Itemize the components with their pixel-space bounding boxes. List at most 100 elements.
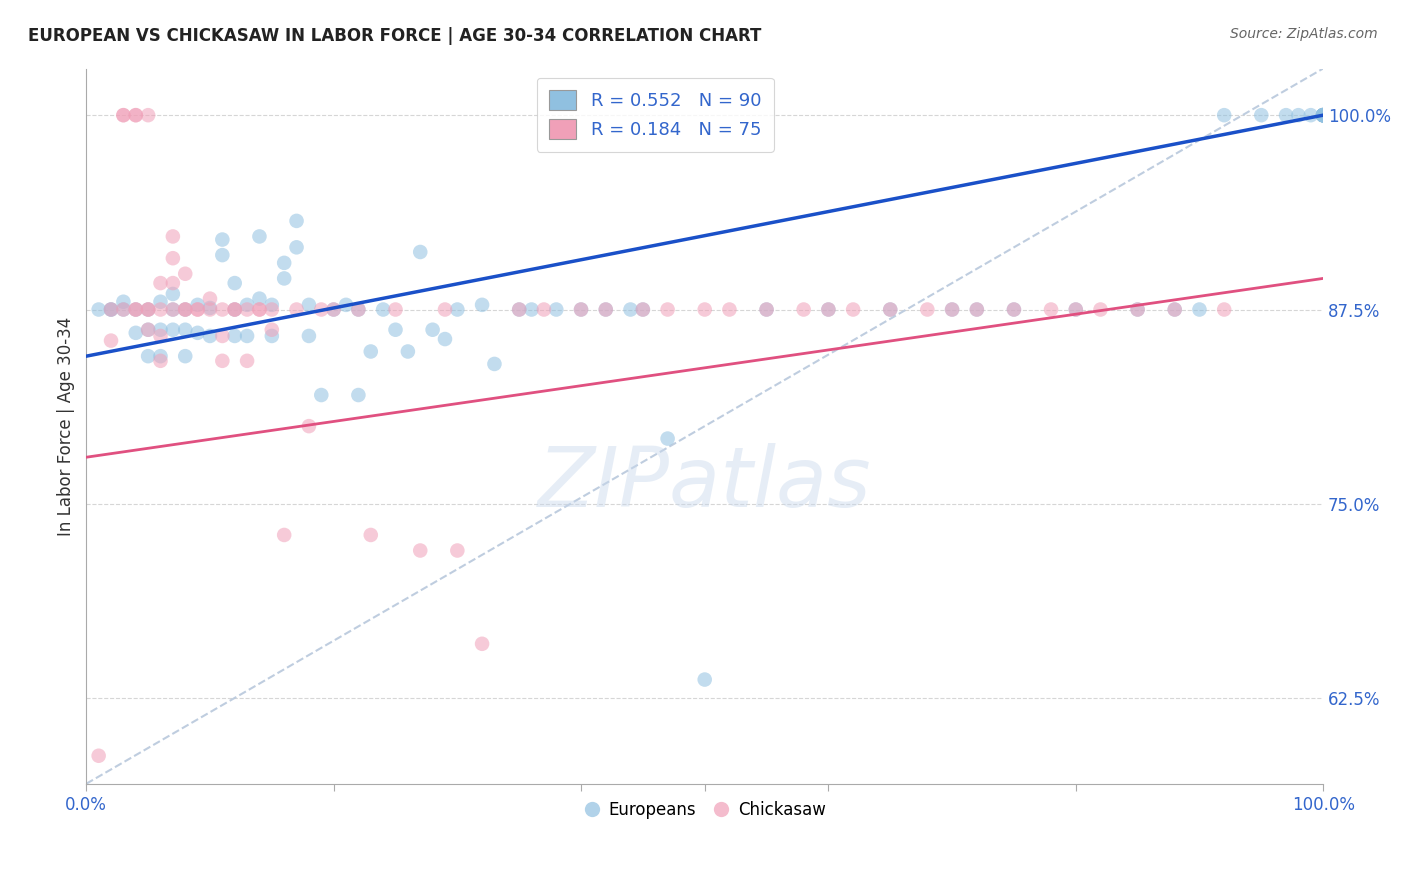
Point xyxy=(657,432,679,446)
Point xyxy=(396,344,419,359)
Text: Source: ZipAtlas.com: Source: ZipAtlas.com xyxy=(1230,27,1378,41)
Point xyxy=(446,302,468,317)
Point xyxy=(249,302,271,317)
Point xyxy=(546,302,568,317)
Point xyxy=(433,332,456,346)
Point xyxy=(112,302,135,317)
Point xyxy=(136,323,159,337)
Point xyxy=(136,108,159,122)
Point xyxy=(273,271,295,285)
Point xyxy=(484,357,506,371)
Point xyxy=(409,543,432,558)
Point xyxy=(198,301,221,315)
Point xyxy=(1040,302,1063,317)
Point xyxy=(941,302,963,317)
Point xyxy=(360,344,382,359)
Point xyxy=(471,637,494,651)
Point xyxy=(187,302,209,317)
Point xyxy=(112,108,135,122)
Point xyxy=(224,329,246,343)
Point xyxy=(1299,108,1322,122)
Point xyxy=(1213,108,1236,122)
Point xyxy=(1275,108,1298,122)
Point xyxy=(224,302,246,317)
Point xyxy=(842,302,865,317)
Point xyxy=(198,329,221,343)
Point xyxy=(285,240,308,254)
Point xyxy=(162,276,184,290)
Point xyxy=(1286,108,1309,122)
Point xyxy=(149,354,172,368)
Point xyxy=(335,298,357,312)
Point xyxy=(1312,108,1334,122)
Point xyxy=(162,229,184,244)
Point xyxy=(1312,108,1334,122)
Point xyxy=(657,302,679,317)
Point xyxy=(347,388,370,402)
Point xyxy=(347,302,370,317)
Point xyxy=(718,302,741,317)
Point xyxy=(879,302,901,317)
Point xyxy=(236,298,259,312)
Point xyxy=(174,323,197,337)
Point xyxy=(149,276,172,290)
Point xyxy=(224,302,246,317)
Point xyxy=(149,294,172,309)
Point xyxy=(595,302,617,317)
Point xyxy=(755,302,778,317)
Point xyxy=(619,302,641,317)
Point xyxy=(236,354,259,368)
Point xyxy=(260,329,283,343)
Point xyxy=(136,302,159,317)
Point xyxy=(198,302,221,317)
Point xyxy=(162,302,184,317)
Point xyxy=(125,302,148,317)
Point xyxy=(311,302,333,317)
Point xyxy=(87,748,110,763)
Point xyxy=(112,294,135,309)
Point xyxy=(162,323,184,337)
Point xyxy=(1164,302,1187,317)
Point xyxy=(1126,302,1149,317)
Point xyxy=(162,302,184,317)
Point xyxy=(211,329,233,343)
Point xyxy=(433,302,456,317)
Point xyxy=(125,108,148,122)
Point xyxy=(1090,302,1112,317)
Point xyxy=(249,292,271,306)
Point xyxy=(1164,302,1187,317)
Point xyxy=(1312,108,1334,122)
Point xyxy=(162,287,184,301)
Point xyxy=(100,302,122,317)
Point xyxy=(1002,302,1025,317)
Point xyxy=(273,528,295,542)
Point xyxy=(125,326,148,340)
Point xyxy=(87,302,110,317)
Point xyxy=(966,302,988,317)
Point xyxy=(569,302,592,317)
Point xyxy=(100,302,122,317)
Point xyxy=(1312,108,1334,122)
Point xyxy=(384,302,406,317)
Point xyxy=(236,329,259,343)
Point xyxy=(211,302,233,317)
Point xyxy=(187,298,209,312)
Point xyxy=(136,323,159,337)
Point xyxy=(793,302,815,317)
Point xyxy=(174,302,197,317)
Point xyxy=(520,302,543,317)
Point xyxy=(1188,302,1211,317)
Point xyxy=(198,292,221,306)
Text: EUROPEAN VS CHICKASAW IN LABOR FORCE | AGE 30-34 CORRELATION CHART: EUROPEAN VS CHICKASAW IN LABOR FORCE | A… xyxy=(28,27,762,45)
Point xyxy=(1064,302,1087,317)
Point xyxy=(1250,108,1272,122)
Point xyxy=(100,334,122,348)
Point xyxy=(1126,302,1149,317)
Point xyxy=(1312,108,1334,122)
Point xyxy=(162,251,184,265)
Point xyxy=(187,326,209,340)
Point xyxy=(1312,108,1334,122)
Point xyxy=(174,302,197,317)
Point xyxy=(693,302,716,317)
Point xyxy=(533,302,555,317)
